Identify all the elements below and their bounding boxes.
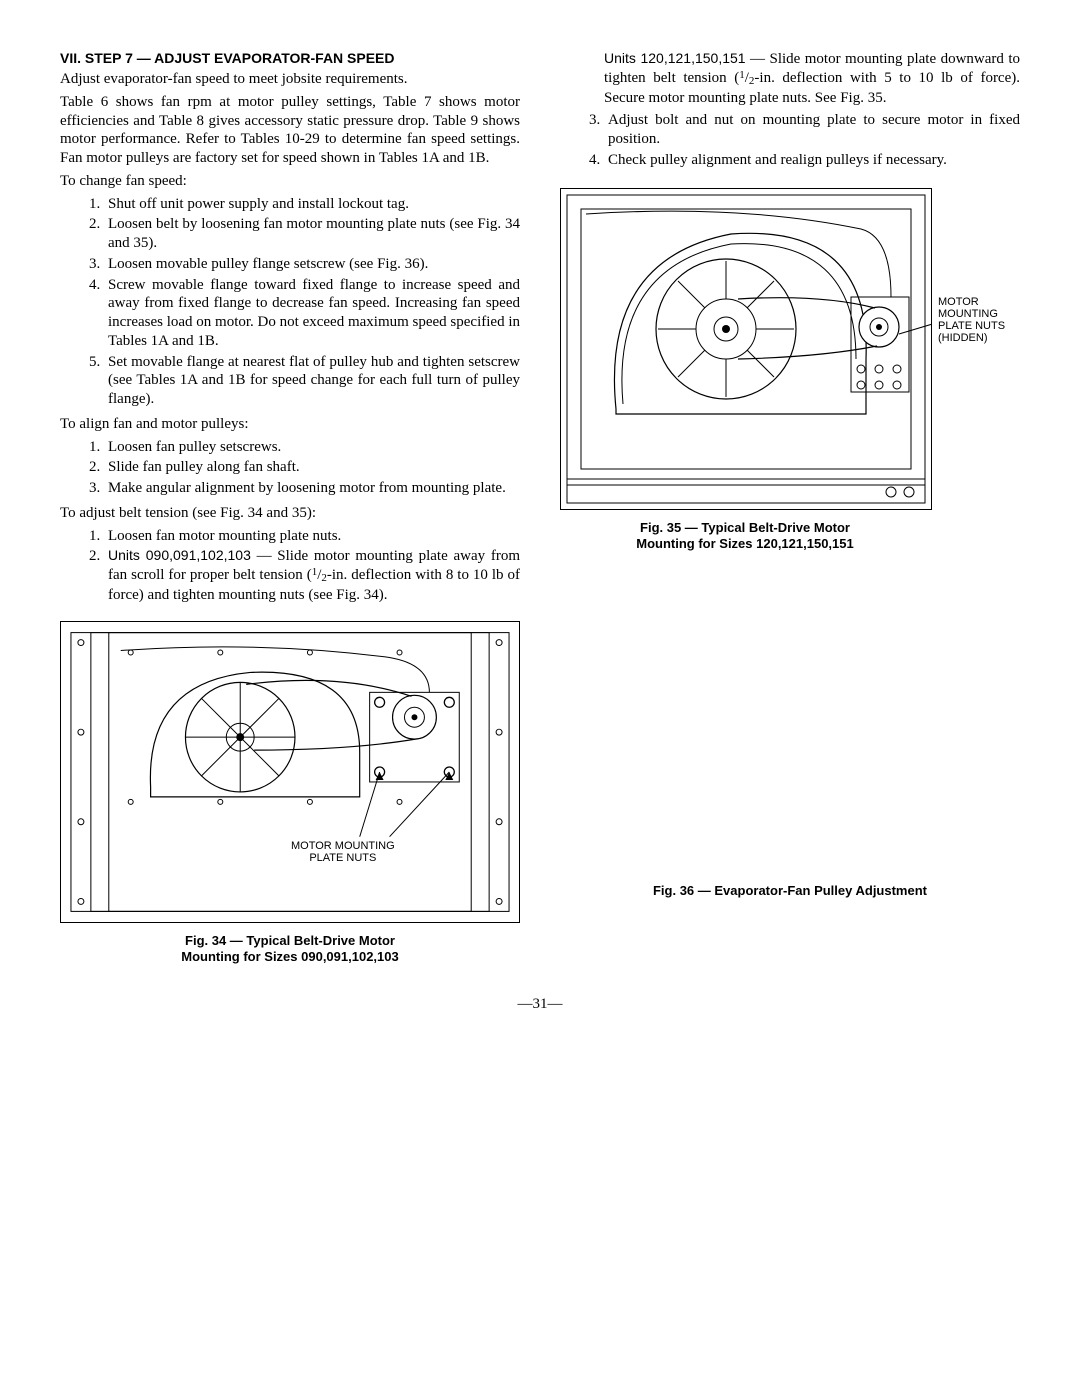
change-speed-list: Shut off unit power supply and install l… bbox=[60, 195, 520, 409]
label-line: PLATE NUTS bbox=[309, 852, 376, 864]
intro-para-2: Table 6 shows fan rpm at motor pulley se… bbox=[60, 93, 520, 168]
figure-35-label: MOTOR MOUNTING PLATE NUTS (HIDDEN) bbox=[938, 296, 1005, 344]
list-item: Loosen fan motor mounting plate nuts. bbox=[104, 527, 520, 546]
label-line: PLATE NUTS bbox=[938, 320, 1005, 332]
list-item: Set movable flange at nearest flat of pu… bbox=[104, 353, 520, 409]
page: VII. STEP 7 — ADJUST EVAPORATOR-FAN SPEE… bbox=[0, 0, 1080, 996]
label-line: MOTOR MOUNTING bbox=[291, 840, 395, 852]
intro-para-1: Adjust evaporator-fan speed to meet jobs… bbox=[60, 70, 520, 89]
figure-34-caption: Fig. 34 — Typical Belt-Drive Motor Mount… bbox=[60, 933, 520, 967]
list-item: Make angular alignment by loosening moto… bbox=[104, 479, 520, 498]
figure-36-caption: Fig. 36 — Evaporator-Fan Pulley Adjustme… bbox=[560, 883, 1020, 900]
continuation-para: Units 120,121,150,151 — Slide motor moun… bbox=[560, 50, 1020, 107]
figure-35-caption: Fig. 35 — Typical Belt-Drive Motor Mount… bbox=[560, 520, 930, 554]
list-item: Check pulley alignment and realign pulle… bbox=[604, 151, 1020, 170]
caption-line: Mounting for Sizes 090,091,102,103 bbox=[181, 949, 398, 964]
list-item: Units 090,091,102,103 — Slide motor moun… bbox=[104, 547, 520, 604]
page-number: —31— bbox=[0, 996, 1080, 1043]
units-label: Units 120,121,150,151 bbox=[604, 50, 746, 66]
label-line: MOTOR bbox=[938, 296, 979, 308]
align-pulleys-list: Loosen fan pulley setscrews. Slide fan p… bbox=[60, 438, 520, 498]
fraction-numerator: 1 bbox=[312, 566, 318, 578]
units-label: Units 090,091,102,103 bbox=[108, 547, 251, 563]
list-item: Slide fan pulley along fan shaft. bbox=[104, 458, 520, 477]
right-column: Units 120,121,150,151 — Slide motor moun… bbox=[560, 50, 1020, 966]
figure-34-svg bbox=[61, 622, 519, 922]
left-column: VII. STEP 7 — ADJUST EVAPORATOR-FAN SPEE… bbox=[60, 50, 520, 966]
figure-35-wrap: MOTOR MOUNTING PLATE NUTS (HIDDEN) bbox=[560, 188, 1020, 510]
caption-line: Fig. 34 — Typical Belt-Drive Motor bbox=[185, 933, 395, 948]
list-item: Loosen belt by loosening fan motor mount… bbox=[104, 215, 520, 253]
list-item: Shut off unit power supply and install l… bbox=[104, 195, 520, 214]
fraction-numerator: 1 bbox=[739, 69, 745, 81]
figure-34-label: MOTOR MOUNTING PLATE NUTS bbox=[291, 840, 395, 864]
list-item: Adjust bolt and nut on mounting plate to… bbox=[604, 111, 1020, 149]
figure-35-svg bbox=[561, 189, 931, 509]
align-pulleys-intro: To align fan and motor pulleys: bbox=[60, 415, 520, 434]
figure-34: MOTOR MOUNTING PLATE NUTS bbox=[60, 621, 520, 923]
figure-35 bbox=[560, 188, 932, 510]
list-item: Loosen fan pulley setscrews. bbox=[104, 438, 520, 457]
caption-line: Mounting for Sizes 120,121,150,151 bbox=[636, 536, 853, 551]
caption-line: Fig. 35 — Typical Belt-Drive Motor bbox=[640, 520, 850, 535]
belt-tension-list-cont: Adjust bolt and nut on mounting plate to… bbox=[560, 111, 1020, 169]
label-line: MOUNTING bbox=[938, 308, 998, 320]
label-line: (HIDDEN) bbox=[938, 332, 988, 344]
belt-tension-intro: To adjust belt tension (see Fig. 34 and … bbox=[60, 504, 520, 523]
figure-36-spacer bbox=[560, 553, 1020, 873]
section-title: VII. STEP 7 — ADJUST EVAPORATOR-FAN SPEE… bbox=[60, 50, 520, 66]
list-item: Loosen movable pulley flange setscrew (s… bbox=[104, 255, 520, 274]
list-item: Screw movable flange toward fixed flange… bbox=[104, 276, 520, 351]
belt-tension-list: Loosen fan motor mounting plate nuts. Un… bbox=[60, 527, 520, 605]
change-speed-intro: To change fan speed: bbox=[60, 172, 520, 191]
